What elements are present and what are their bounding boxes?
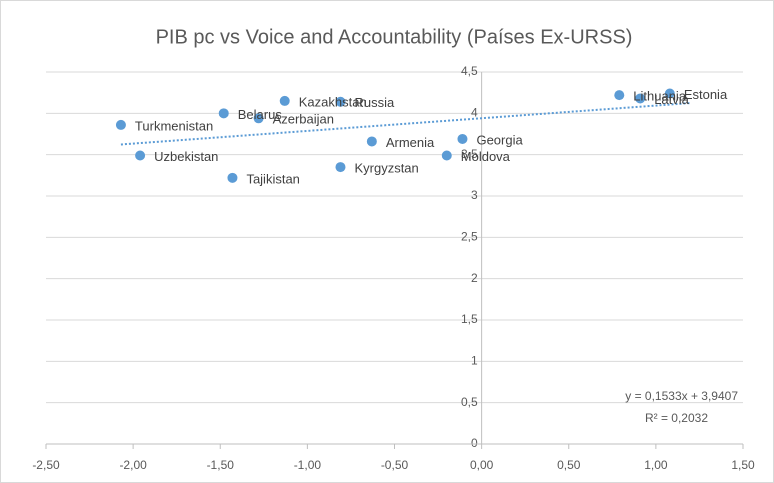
point <box>135 150 146 161</box>
data-label: Azerbaijan <box>273 112 334 127</box>
point <box>366 136 377 147</box>
y-tick-label: 3,5 <box>461 147 478 161</box>
data-label: Uzbekistan <box>154 149 218 164</box>
data-label: Tajikistan <box>246 171 299 186</box>
data-label: Russia <box>354 95 395 110</box>
point <box>664 88 675 99</box>
y-tick-label: 4 <box>471 106 478 120</box>
data-label: Belarus <box>238 107 283 122</box>
trend-equation: y = 0,1533x + 3,9407 <box>625 389 738 403</box>
y-tick-label: 1 <box>471 354 478 368</box>
x-tick-label: 1,50 <box>731 458 755 472</box>
y-tick-label: 2 <box>471 271 478 285</box>
point <box>218 108 229 119</box>
point <box>335 96 346 107</box>
data-label: Kyrgyzstan <box>354 161 418 176</box>
x-tick-label: -1,00 <box>294 458 322 472</box>
point <box>635 93 646 104</box>
x-tick-label: 0,00 <box>470 458 494 472</box>
chart-title: PIB pc vs Voice and Accountability (País… <box>156 26 633 48</box>
y-tick-label: 4,5 <box>461 64 478 78</box>
point <box>279 95 290 106</box>
trend-r2: R² = 0,2032 <box>645 411 708 425</box>
x-tick-label: -2,00 <box>119 458 147 472</box>
y-tick-label: 3 <box>471 188 478 202</box>
x-tick-label: -0,50 <box>381 458 409 472</box>
data-label: Turkmenistan <box>135 118 213 133</box>
data-label: Estonia <box>684 87 728 102</box>
data-label: Kazakhstan <box>299 94 367 109</box>
data-label: Georgia <box>476 132 523 147</box>
point <box>115 119 126 130</box>
point <box>253 113 264 124</box>
x-tick-label: -2,50 <box>32 458 60 472</box>
y-tick-label: 0,5 <box>461 395 478 409</box>
point <box>457 133 468 144</box>
y-tick-label: 1,5 <box>461 312 478 326</box>
y-tick-label: 2,5 <box>461 230 478 244</box>
x-tick-label: 0,50 <box>557 458 581 472</box>
point <box>335 162 346 173</box>
data-label: Armenia <box>386 135 435 150</box>
point <box>441 150 452 161</box>
data-label: Latvia <box>654 92 689 107</box>
x-tick-label: -1,50 <box>207 458 235 472</box>
trendline <box>120 102 691 146</box>
y-tick-label: 0 <box>471 436 478 450</box>
data-label: Moldova <box>461 149 511 164</box>
point <box>614 90 625 101</box>
point <box>227 172 238 183</box>
x-tick-label: 1,00 <box>644 458 668 472</box>
data-label: Lithuania <box>633 89 687 104</box>
